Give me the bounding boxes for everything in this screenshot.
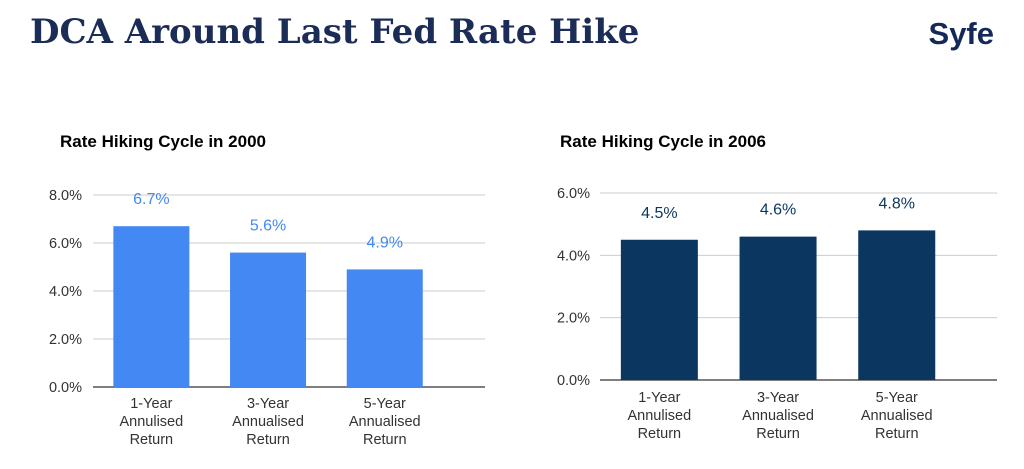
y-tick-label: 0.0%: [557, 373, 590, 389]
data-label: 6.7%: [133, 191, 169, 208]
x-category-label: 3-Year: [247, 396, 289, 412]
chart-2-title: Rate Hiking Cycle in 2006: [560, 132, 766, 151]
page-title: DCA Around Last Fed Rate Hike: [30, 12, 640, 52]
x-category-label: 5-Year: [876, 390, 918, 406]
x-category-label: Return: [638, 426, 682, 442]
data-label: 4.9%: [367, 234, 403, 251]
x-category-label: Annulised: [628, 408, 692, 424]
bar: [739, 236, 817, 380]
chart-1-rate-hiking-2000: 0.0% 2.0% 4.0% 6.0% 8.0% 6.7% 1-Year Annulised R…: [49, 188, 485, 448]
data-label: 4.8%: [879, 195, 915, 212]
x-category-label: Annulised: [120, 414, 184, 430]
x-category-label: Annualised: [861, 408, 933, 424]
data-label: 5.6%: [250, 218, 286, 235]
y-tick-label: 4.0%: [49, 284, 82, 300]
bar: [346, 269, 423, 387]
x-category-label: 1-Year: [130, 396, 172, 412]
x-category-label: Return: [363, 432, 407, 448]
bar: [858, 230, 936, 380]
y-tick-label: 2.0%: [49, 332, 82, 348]
y-tick-label: 6.0%: [557, 186, 590, 202]
x-category-label: Annualised: [349, 414, 421, 430]
x-category-label: Return: [756, 426, 800, 442]
y-tick-label: 0.0%: [49, 380, 82, 396]
y-tick-label: 4.0%: [557, 248, 590, 264]
bar: [620, 239, 698, 380]
x-category-label: 5-Year: [364, 396, 406, 412]
data-label: 4.5%: [641, 205, 677, 222]
x-category-label: Return: [246, 432, 290, 448]
x-category-label: Return: [130, 432, 174, 448]
syfe-logo: Syfe: [928, 16, 994, 51]
x-category-label: Annualised: [742, 408, 814, 424]
bar: [113, 226, 190, 387]
x-category-label: Annualised: [232, 414, 304, 430]
bar: [230, 252, 307, 387]
y-tick-label: 8.0%: [49, 188, 82, 204]
x-category-label: Return: [875, 426, 919, 442]
x-category-label: 1-Year: [638, 390, 680, 406]
x-category-label: 3-Year: [757, 390, 799, 406]
chart-1-title: Rate Hiking Cycle in 2000: [60, 132, 266, 151]
y-tick-label: 6.0%: [49, 236, 82, 252]
chart-2-rate-hiking-2006: 0.0% 2.0% 4.0% 6.0% 4.5% 1-Year Annulised Retur…: [557, 186, 997, 442]
y-tick-label: 2.0%: [557, 311, 590, 327]
data-label: 4.6%: [760, 202, 796, 219]
